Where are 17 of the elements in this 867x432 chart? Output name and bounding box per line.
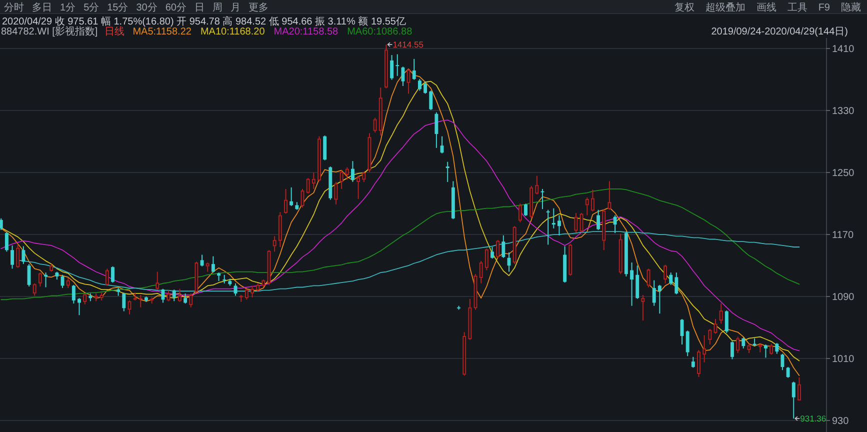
tick-label: 1170: [832, 230, 854, 241]
tick-label: 1410: [832, 44, 854, 55]
tick-label: 930: [832, 416, 849, 427]
legend-item: MA60:1086.88: [347, 26, 412, 38]
title: 884782.WI [影视指数]: [1, 26, 98, 38]
annotation: 2019/09/24-2020/04/29(144日): [711, 26, 848, 38]
legend-title: 日线: [104, 26, 125, 38]
tick-label: 1250: [832, 168, 854, 179]
tick-label: 1010: [832, 354, 854, 365]
annotation: 1414.55: [392, 40, 424, 50]
legend-item: MA10:1168.20: [200, 26, 265, 38]
subtitle: 2020/04/29 收 975.61 幅 1.75%(16.80) 开 954.78 高 984.52 低 954.66 振 3.11% 额 19.55亿: [2, 16, 406, 28]
tick-label: 1090: [832, 292, 854, 303]
legend-item: MA5:1158.22: [132, 26, 192, 38]
legend-item: MA20:1158.58: [274, 26, 338, 38]
annotation: 931.36: [800, 414, 826, 424]
tick-label: 1330: [832, 106, 854, 117]
